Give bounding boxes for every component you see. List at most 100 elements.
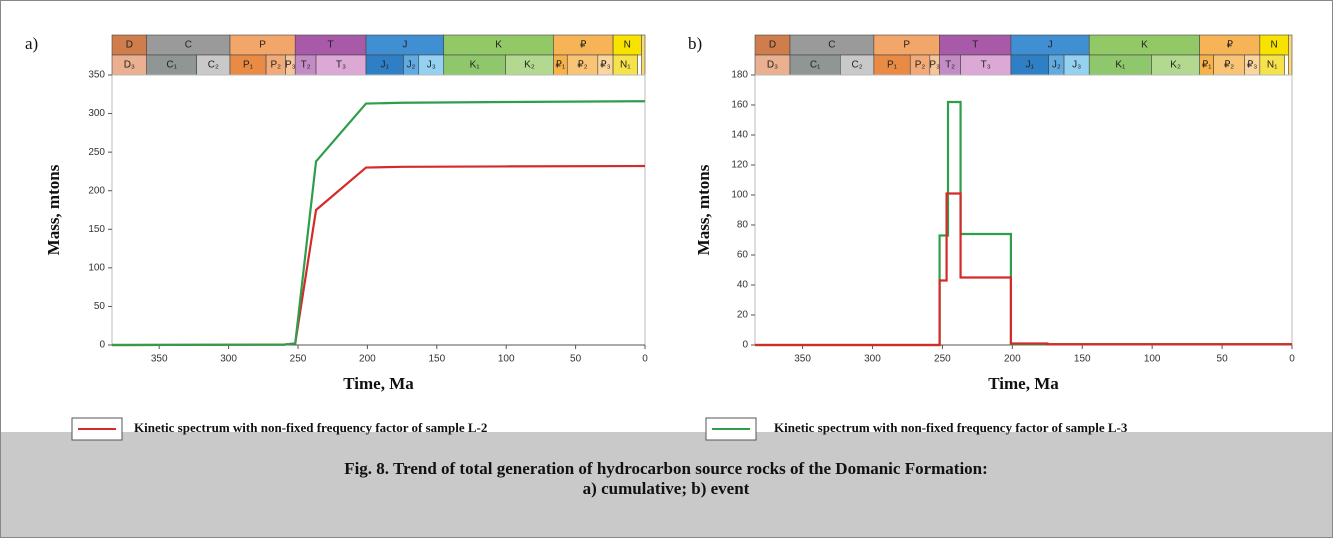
- series-line: [111, 100, 646, 347]
- y-tick-label: 300: [88, 108, 105, 119]
- x-tick-label: 200: [359, 354, 376, 365]
- y-tick-label: 200: [88, 185, 105, 196]
- y-tick-label: 140: [731, 130, 748, 141]
- caption-line: a) cumulative; b) event: [583, 479, 750, 498]
- timescale-label: ₽: [1227, 40, 1234, 51]
- timescale-tail: [1288, 34, 1293, 76]
- timescale-label: K₂: [524, 60, 535, 71]
- timescale-label: T: [972, 40, 978, 51]
- y-tick-label: 250: [88, 147, 105, 158]
- timescale-label: D₃: [124, 60, 135, 71]
- timescale-label: K₁: [470, 60, 481, 71]
- timescale-label: N: [624, 40, 631, 51]
- timescale-label: T₂: [945, 60, 955, 71]
- x-tick-label: 50: [1217, 354, 1229, 365]
- panel-label: b): [688, 34, 702, 53]
- series-line: [755, 192, 1292, 347]
- y-axis-title: Mass, mtons: [694, 164, 713, 255]
- x-axis-title: Time, Ma: [988, 374, 1059, 393]
- timescale-label: J₁: [1026, 60, 1035, 71]
- y-tick-label: 50: [94, 301, 106, 312]
- timescale-label: C₁: [810, 60, 821, 71]
- timescale-label: D₃: [767, 60, 778, 71]
- timescale-label: C₁: [166, 60, 177, 71]
- legend-label: Kinetic spectrum with non-fixed frequenc…: [774, 420, 1128, 435]
- timescale-label: P₃: [929, 60, 940, 71]
- timescale-label: N₁: [1267, 60, 1278, 71]
- timescale-label: T₃: [336, 60, 346, 71]
- timescale-label: J₂: [1052, 60, 1061, 71]
- timescale-label: C: [185, 40, 192, 51]
- timescale-label: J₃: [1072, 60, 1081, 71]
- x-tick-label: 150: [1074, 354, 1091, 365]
- x-tick-label: 250: [290, 354, 307, 365]
- timescale-label: T₃: [981, 60, 991, 71]
- timescale-label: D: [126, 40, 133, 51]
- timescale-label: J₃: [427, 60, 436, 71]
- timescale-label: K: [1141, 40, 1148, 51]
- timescale-label: P₃: [285, 60, 296, 71]
- y-tick-label: 40: [737, 280, 749, 291]
- timescale-label: N: [1270, 40, 1277, 51]
- y-tick-label: 120: [731, 160, 748, 171]
- x-tick-label: 100: [1144, 354, 1161, 365]
- timescale-label: ₽₁: [555, 60, 565, 71]
- timescale-label: C₂: [852, 60, 863, 71]
- timescale-label: K₁: [1115, 60, 1126, 71]
- y-tick-label: 100: [88, 262, 105, 273]
- y-axis-title: Mass, mtons: [44, 164, 63, 255]
- x-tick-label: 300: [220, 354, 237, 365]
- timescale-label: P: [903, 40, 910, 51]
- x-tick-label: 50: [570, 354, 582, 365]
- timescale-label: C: [828, 40, 835, 51]
- timescale-label: P₁: [887, 60, 898, 71]
- x-tick-label: 150: [428, 354, 445, 365]
- caption-box: [1, 432, 1332, 537]
- caption-line: Fig. 8. Trend of total generation of hyd…: [344, 459, 988, 478]
- y-tick-label: 100: [731, 190, 748, 201]
- panel-label: a): [25, 34, 38, 53]
- timescale-label: J: [402, 40, 407, 51]
- y-tick-label: 80: [737, 220, 749, 231]
- x-axis-title: Time, Ma: [343, 374, 414, 393]
- timescale-label: P₂: [915, 60, 926, 71]
- x-tick-label: 250: [934, 354, 951, 365]
- y-tick-label: 150: [88, 224, 105, 235]
- timescale-label: P₁: [243, 60, 254, 71]
- timescale-label: ₽₃: [1247, 60, 1257, 71]
- y-tick-label: 60: [737, 250, 749, 261]
- timescale-label: C₂: [208, 60, 219, 71]
- x-tick-label: 0: [642, 354, 648, 365]
- x-tick-label: 0: [1289, 354, 1295, 365]
- timescale-label: D: [769, 40, 776, 51]
- y-tick-label: 0: [99, 340, 105, 351]
- timescale-label: P₂: [271, 60, 282, 71]
- timescale-label: ₽₂: [577, 60, 587, 71]
- timescale-label: K₂: [1170, 60, 1181, 71]
- y-tick-label: 350: [88, 70, 105, 81]
- timescale-label: P: [259, 40, 266, 51]
- x-tick-label: 300: [864, 354, 881, 365]
- x-tick-label: 350: [794, 354, 811, 365]
- timescale-label: ₽₃: [600, 60, 610, 71]
- timescale-label: J₂: [407, 60, 416, 71]
- y-tick-label: 160: [731, 100, 748, 111]
- timescale-label: J: [1048, 40, 1053, 51]
- timescale-label: K: [495, 40, 502, 51]
- timescale-label: T₂: [301, 60, 311, 71]
- timescale-label: J₁: [381, 60, 390, 71]
- timescale-label: N₁: [620, 60, 631, 71]
- y-tick-label: 180: [731, 70, 748, 81]
- y-tick-label: 0: [742, 340, 748, 351]
- timescale-tail: [641, 34, 646, 76]
- timescale-label: T: [328, 40, 334, 51]
- x-tick-label: 350: [151, 354, 168, 365]
- x-tick-label: 200: [1004, 354, 1021, 365]
- y-tick-label: 20: [737, 310, 749, 321]
- timescale-label: ₽₂: [1224, 60, 1234, 71]
- timescale-label: ₽₁: [1202, 60, 1212, 71]
- legend-label: Kinetic spectrum with non-fixed frequenc…: [134, 420, 487, 435]
- timescale-label: ₽: [580, 40, 587, 51]
- x-tick-label: 100: [498, 354, 515, 365]
